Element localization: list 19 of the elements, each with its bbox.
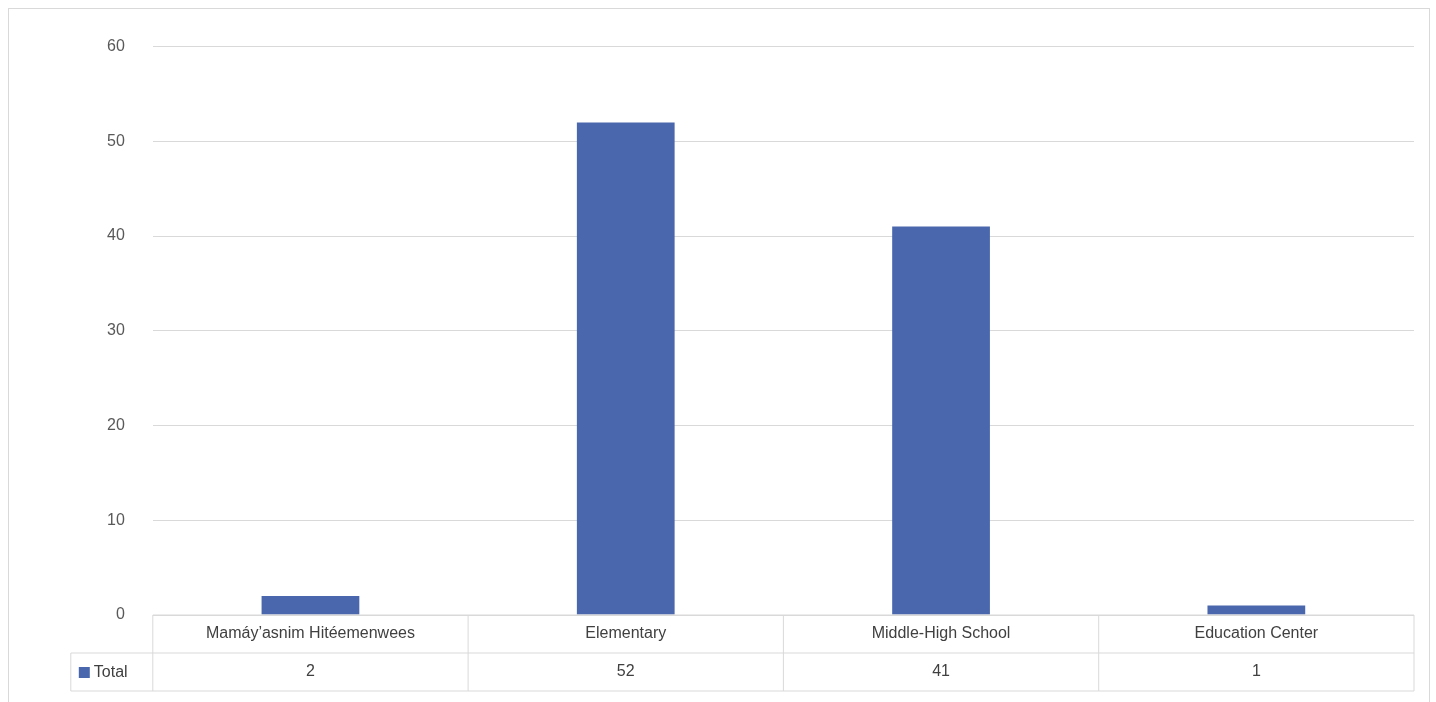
data-label: 52	[616, 662, 635, 680]
bar	[892, 226, 990, 615]
bar	[261, 596, 360, 615]
data-label: 1	[1251, 662, 1261, 680]
y-tick-label: 60	[107, 37, 125, 55]
y-tick-label: 10	[107, 510, 125, 528]
legend-label: Total	[93, 663, 128, 681]
y-tick-label: 50	[107, 131, 125, 149]
x-tick-label: Middle-High School	[871, 624, 1011, 642]
y-tick-label: 30	[107, 321, 125, 339]
y-tick-label: 0	[115, 605, 125, 623]
x-tick-label: Education Center	[1194, 624, 1319, 642]
y-tick-label: 40	[107, 226, 125, 244]
data-label: 2	[305, 662, 315, 680]
bar	[576, 122, 675, 615]
data-label: 41	[932, 662, 951, 680]
x-tick-label: Mamáy’asnim Hitéemenwees	[205, 624, 415, 642]
y-tick-label: 20	[107, 415, 125, 433]
x-tick-label: Elementary	[585, 624, 667, 642]
